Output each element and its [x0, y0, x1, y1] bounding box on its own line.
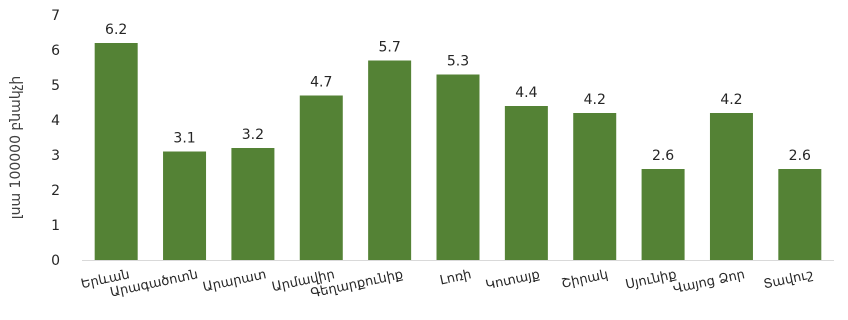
y-tick-label: 3	[51, 148, 60, 164]
y-tick-label: 6	[51, 43, 60, 59]
bar	[504, 106, 548, 260]
bar	[94, 43, 138, 260]
y-tick-label: 2	[51, 183, 60, 199]
bar-value-label: 5.7	[379, 40, 401, 56]
bar-value-label: 3.2	[242, 127, 264, 143]
bar-value-label: 4.7	[310, 75, 332, 91]
bar	[573, 113, 617, 260]
x-category-label: Կոտայք	[484, 267, 541, 293]
bar	[641, 169, 685, 260]
y-tick-label: 0	[51, 253, 60, 269]
x-category-label: Լոռի	[439, 267, 473, 288]
bar-series	[94, 43, 822, 260]
bar-value-label: 4.4	[515, 85, 537, 101]
bar	[436, 74, 480, 260]
bar	[709, 113, 753, 260]
y-tick-label: 4	[51, 113, 60, 129]
bar	[231, 148, 275, 260]
y-axis-title: լսա 100000 բնակչի	[8, 76, 24, 219]
bar-value-label: 4.2	[720, 92, 742, 108]
bar	[163, 151, 207, 260]
bar	[299, 95, 343, 260]
bar	[778, 169, 822, 260]
data-labels: 6.2 3.1 3.2 4.7 5.7 5.3 4.4 4.2 2.6 4.2 2.6	[105, 22, 811, 164]
y-tick-label: 1	[51, 218, 60, 234]
x-category-label: Վայոց Ձոր	[672, 267, 747, 297]
y-tick-label: 7	[51, 8, 60, 24]
bar-value-label: 5.3	[447, 54, 469, 70]
bar-value-label: 3.1	[173, 131, 195, 147]
y-tick-label: 5	[51, 78, 60, 94]
x-category-label: Արարատ	[202, 267, 268, 295]
bar-value-label: 2.6	[789, 148, 811, 164]
y-axis-ticks: 0 1 2 3 4 5 6 7	[51, 8, 60, 269]
x-category-label: Շիրակ	[560, 267, 609, 291]
bar-value-label: 6.2	[105, 22, 127, 38]
bar-value-label: 4.2	[584, 92, 606, 108]
bar	[368, 60, 412, 260]
x-category-label: Տավուշ	[762, 267, 814, 292]
bar-value-label: 2.6	[652, 148, 674, 164]
x-category-label: Սյունիք	[624, 267, 678, 292]
